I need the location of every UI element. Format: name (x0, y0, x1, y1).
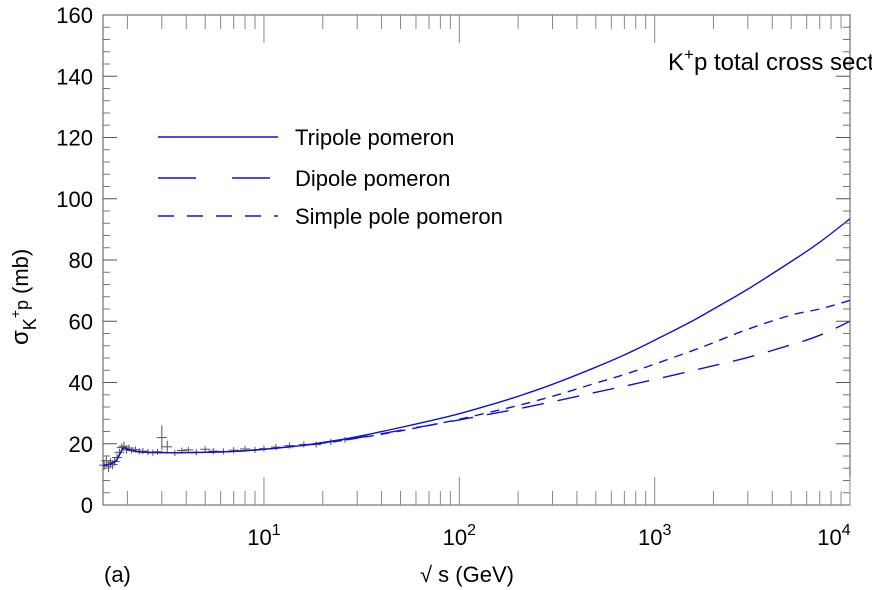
panel-label: (a) (104, 562, 131, 587)
y-tick-label: 160 (56, 3, 93, 28)
data-point (162, 440, 173, 453)
y-tick-label: 120 (56, 126, 93, 151)
chart-title: K+p total cross section (668, 45, 872, 76)
y-tick-label: 40 (69, 371, 93, 396)
series-line-short-dash (102, 299, 851, 466)
data-point (270, 444, 281, 451)
x-tick-exponent: 4 (842, 522, 851, 539)
legend: Tripole pomeron Dipole pomeron Simple pole… (158, 125, 503, 229)
data-point (208, 448, 219, 455)
y-tick-label: 0 (81, 493, 93, 518)
y-axis-label: σK+p(mb) (7, 249, 40, 345)
x-axis-label: √ s (GeV) (420, 562, 514, 587)
x-tick-base: 10 (443, 525, 467, 550)
x-tick-label: 103 (638, 522, 671, 550)
data-point (152, 448, 163, 455)
x-tick-exponent: 1 (272, 522, 281, 539)
legend-label: Simple pole pomeron (295, 204, 503, 229)
x-tick-base: 10 (638, 525, 662, 550)
data-point (118, 441, 129, 451)
x-tick-label: 102 (443, 522, 476, 550)
y-tick-label: 60 (69, 309, 93, 334)
legend-label: Tripole pomeron (295, 125, 454, 150)
data-point (284, 442, 295, 449)
y-tick-label: 100 (56, 187, 93, 212)
x-axis-ticks: 101 102 103 104 (126, 15, 851, 550)
data-point (228, 447, 239, 454)
data-point (137, 448, 148, 455)
x-tick-label: 101 (247, 522, 280, 550)
y-tick-label: 140 (56, 64, 93, 89)
x-tick-label: 104 (817, 522, 850, 550)
series-layer (102, 218, 851, 466)
y-tick-label: 20 (69, 432, 93, 457)
x-tick-base: 10 (817, 525, 841, 550)
x-tick-exponent: 3 (662, 522, 671, 539)
y-axis-ticks: 0 20 40 60 80 100 120 140 160 (56, 3, 850, 518)
data-point (200, 446, 211, 453)
x-tick-exponent: 2 (467, 522, 476, 539)
legend-label: Dipole pomeron (295, 166, 450, 191)
data-point (156, 425, 167, 450)
y-tick-label: 80 (69, 248, 93, 273)
x-tick-base: 10 (247, 525, 271, 550)
